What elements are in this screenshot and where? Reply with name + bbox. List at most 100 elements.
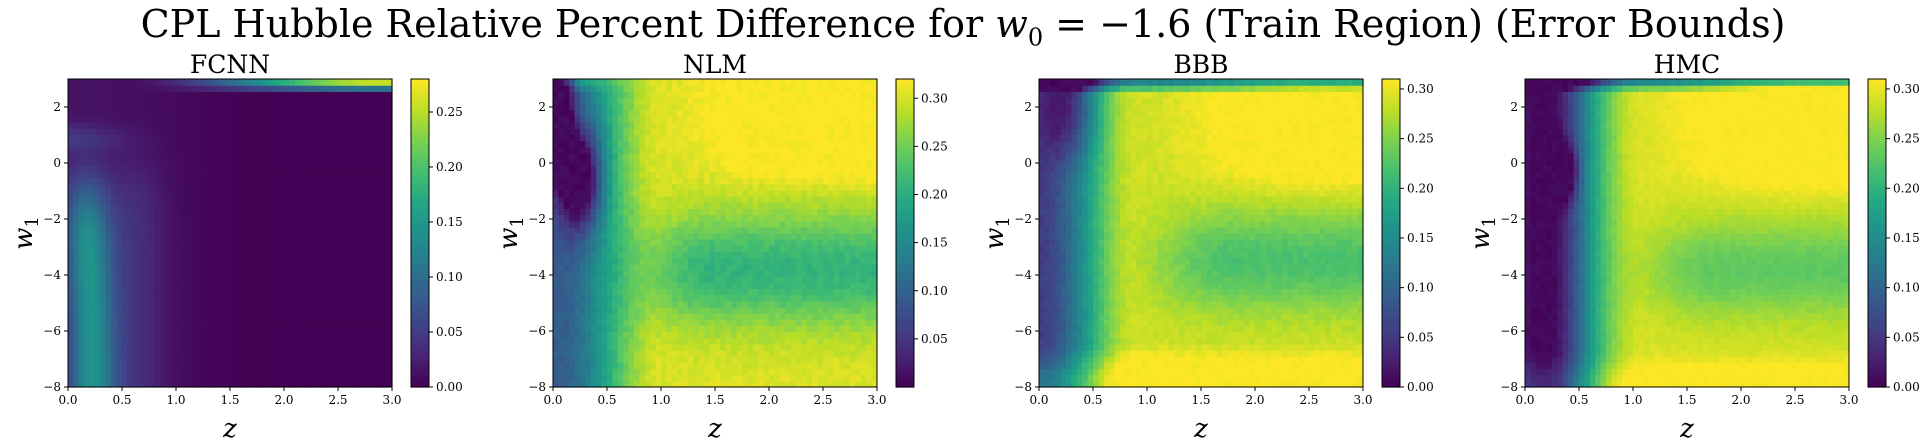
heatmap-cell: [558, 165, 565, 172]
heatmap-cell: [698, 282, 705, 290]
heatmap-cell: [111, 91, 118, 99]
heatmap-cell: [720, 233, 727, 240]
heatmap-cell: [655, 208, 662, 216]
heatmap-cell: [348, 115, 355, 123]
heatmap-cell: [154, 152, 161, 160]
heatmap-cell: [73, 97, 80, 105]
heatmap-cell: [240, 159, 247, 166]
heatmap-cell: [731, 177, 738, 185]
heatmap-cell: [590, 239, 597, 246]
heatmap-cell: [375, 269, 382, 277]
heatmap-cell: [327, 337, 334, 345]
heatmap-cell: [89, 276, 96, 283]
heatmap-cell: [639, 220, 646, 228]
heatmap-cell: [111, 374, 118, 382]
heatmap-cell: [601, 152, 608, 160]
heatmap-cell: [327, 122, 334, 129]
heatmap-cell: [590, 368, 597, 376]
heatmap-cell: [105, 183, 112, 191]
heatmap-cell: [354, 306, 361, 314]
heatmap-cell: [617, 337, 624, 345]
heatmap-cell: [688, 171, 694, 179]
heatmap-cell: [585, 263, 592, 271]
heatmap-cell: [370, 343, 377, 351]
heatmap-cell: [731, 85, 738, 92]
heatmap-cell: [677, 294, 684, 302]
heatmap-cell: [165, 356, 172, 363]
heatmap-cell: [311, 239, 317, 246]
heatmap-cell: [327, 294, 334, 302]
heatmap-cell: [305, 263, 312, 271]
heatmap-cell: [688, 362, 694, 370]
heatmap-cell: [747, 374, 754, 382]
heatmap-cell: [327, 128, 334, 136]
heatmap-cell: [68, 91, 74, 99]
heatmap-cell: [186, 362, 193, 370]
heatmap-cell: [116, 220, 123, 228]
heatmap-cell: [149, 165, 155, 172]
heatmap-cell: [289, 356, 296, 363]
heatmap-cell: [240, 251, 247, 259]
heatmap-cell: [262, 202, 269, 209]
heatmap-cell: [127, 220, 134, 228]
heatmap-cell: [671, 134, 678, 142]
heatmap-cell: [558, 85, 565, 92]
heatmap-cell: [644, 109, 651, 117]
heatmap-cell: [338, 380, 344, 388]
heatmap-cell: [558, 380, 565, 388]
heatmap-cell: [688, 356, 694, 363]
heatmap-cell: [655, 288, 662, 296]
heatmap-cell: [197, 233, 204, 240]
heatmap-cell: [203, 208, 209, 216]
heatmap-cell: [639, 226, 646, 234]
heatmap-cell: [553, 269, 559, 277]
heatmap-cell: [590, 171, 597, 179]
heatmap-cell: [294, 300, 301, 308]
heatmap-cell: [715, 208, 721, 216]
heatmap-cell: [138, 288, 145, 296]
heatmap-cell: [89, 263, 96, 271]
heatmap-cell: [590, 220, 597, 228]
heatmap-cell: [752, 380, 759, 388]
heatmap-cell: [84, 183, 91, 191]
heatmap-cell: [176, 343, 182, 351]
heatmap-cell: [596, 140, 603, 148]
heatmap-cell: [132, 140, 139, 148]
heatmap-cell: [742, 251, 748, 259]
heatmap-cell: [278, 269, 285, 277]
heatmap-cell: [343, 331, 350, 339]
heatmap-cell: [230, 276, 236, 283]
heatmap-cell: [122, 331, 128, 339]
heatmap-cell: [84, 251, 91, 259]
heatmap-cell: [386, 350, 393, 357]
heatmap-cell: [300, 282, 307, 290]
heatmap-cell: [725, 214, 732, 222]
heatmap-cell: [644, 368, 651, 376]
heatmap-cell: [747, 356, 754, 363]
heatmap-cell: [73, 214, 80, 222]
heatmap-cell: [332, 362, 339, 370]
heatmap-cell: [731, 282, 738, 290]
heatmap-cell: [100, 356, 107, 363]
heatmap-cell: [235, 319, 242, 326]
heatmap-cell: [590, 91, 597, 99]
heatmap-cell: [720, 356, 727, 363]
heatmap-cell: [671, 128, 678, 136]
heatmap-cell: [127, 208, 134, 216]
heatmap-cell: [116, 362, 123, 370]
heatmap-cell: [224, 251, 231, 259]
heatmap-cell: [289, 325, 296, 333]
heatmap-cell: [240, 220, 247, 228]
heatmap-cell: [338, 220, 344, 228]
heatmap-cell: [300, 91, 307, 99]
heatmap-cell: [122, 337, 128, 345]
heatmap-cell: [671, 208, 678, 216]
heatmap-cell: [623, 226, 630, 234]
heatmap-cell: [111, 257, 118, 265]
heatmap-cell: [628, 183, 635, 191]
heatmap-cell: [159, 85, 166, 92]
heatmap-cell: [89, 380, 96, 388]
heatmap-cell: [628, 140, 635, 148]
heatmap-cell: [596, 343, 603, 351]
heatmap-cell: [116, 189, 123, 197]
